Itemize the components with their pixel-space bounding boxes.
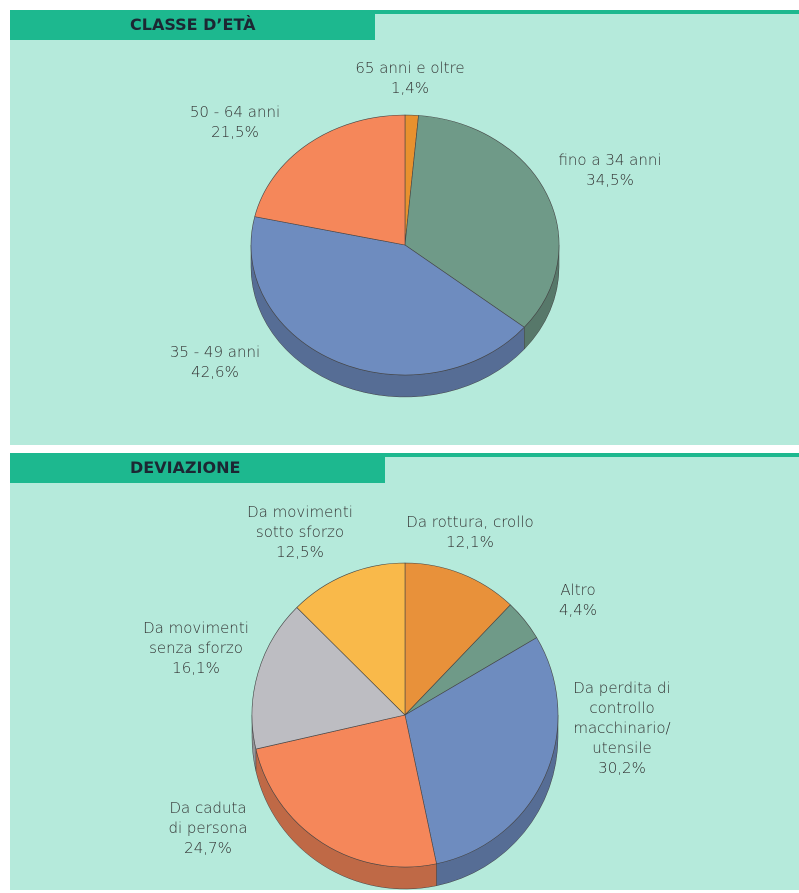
pie-slice (255, 714, 437, 868)
chart-title: CLASSE D’ETÀ (10, 10, 375, 40)
slice-label: fino a 34 anni 34,5% (540, 150, 680, 190)
category-label: Da movimenti senza sforzo (143, 619, 249, 657)
slice-label: Da rottura, crollo 12,1% (390, 512, 550, 552)
pie-slice (404, 562, 511, 716)
value-label: 1,4% (390, 79, 430, 97)
category-label: 65 anni e oltre (355, 59, 465, 77)
pie-slice (251, 607, 406, 750)
slice-label: Da perdita di controllo macchinario/ ute… (567, 678, 677, 778)
header-line (385, 453, 799, 457)
value-label: 4,4% (558, 601, 598, 619)
value-label: 42,6% (191, 363, 239, 381)
slice-label: 65 anni e oltre 1,4% (330, 58, 490, 98)
category-label: 35 - 49 anni (169, 343, 261, 361)
value-label: 24,7% (184, 839, 232, 857)
category-label: Da perdita di controllo macchinario/ ute… (573, 679, 671, 757)
value-label: 12,5% (276, 543, 324, 561)
slice-label: 35 - 49 anni 42,6% (145, 342, 285, 382)
slice-label: Da movimenti senza sforzo 16,1% (139, 618, 254, 678)
pie-slice (250, 216, 525, 376)
pie-slice (404, 115, 560, 328)
slice-label: Altro 4,4% (538, 580, 618, 620)
slice-label: Da movimenti sotto sforzo 12,5% (243, 502, 358, 562)
value-label: 16,1% (172, 659, 220, 677)
category-label: Da caduta di persona (168, 799, 248, 837)
category-label: fino a 34 anni (558, 151, 662, 169)
category-label: Da movimenti sotto sforzo (247, 503, 353, 541)
value-label: 12,1% (446, 533, 494, 551)
pie-slice (296, 562, 406, 716)
chart-title: DEVIAZIONE (10, 453, 385, 483)
value-label: 34,5% (586, 171, 634, 189)
value-label: 30,2% (598, 759, 646, 777)
slice-label: 50 - 64 anni 21,5% (165, 102, 305, 142)
category-label: 50 - 64 anni (189, 103, 281, 121)
category-label: Da rottura, crollo (406, 513, 534, 531)
slice-label: Da caduta di persona 24,7% (163, 798, 253, 858)
header-line (375, 10, 799, 14)
category-label: Altro (560, 581, 596, 599)
pie-slice (404, 637, 559, 865)
value-label: 21,5% (211, 123, 259, 141)
pie-slice (254, 114, 406, 246)
